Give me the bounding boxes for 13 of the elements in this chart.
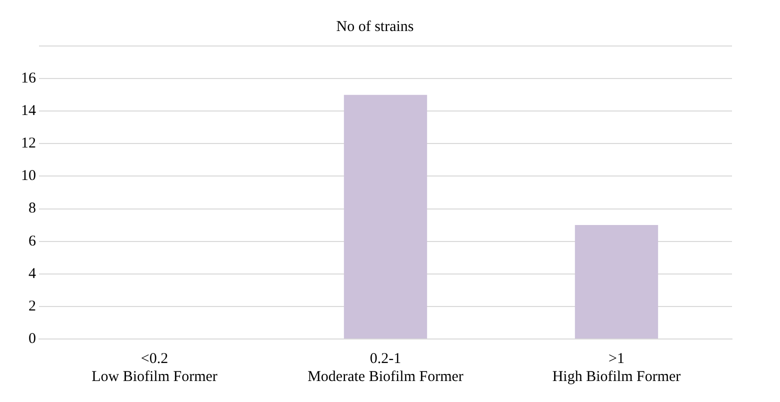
y-tick-label: 16 xyxy=(21,70,36,86)
x-tick-label: <0.2 Low Biofilm Former xyxy=(92,350,218,385)
x-tick-label: >1 High Biofilm Former xyxy=(552,350,681,385)
y-tick-label: 0 xyxy=(28,330,36,347)
chart-title: No of strains xyxy=(336,18,414,35)
x-tick-label: 0.2-1 Moderate Biofilm Former xyxy=(308,350,464,385)
y-tick-label: 6 xyxy=(28,233,36,250)
y-tick-label: 14 xyxy=(21,103,36,120)
y-tick-label: 4 xyxy=(28,266,36,282)
y-tick-label: 8 xyxy=(28,200,36,217)
y-tick-label: 12 xyxy=(21,136,36,152)
y-tick-label: 2 xyxy=(28,298,36,314)
y-tick-label: 10 xyxy=(21,168,36,184)
